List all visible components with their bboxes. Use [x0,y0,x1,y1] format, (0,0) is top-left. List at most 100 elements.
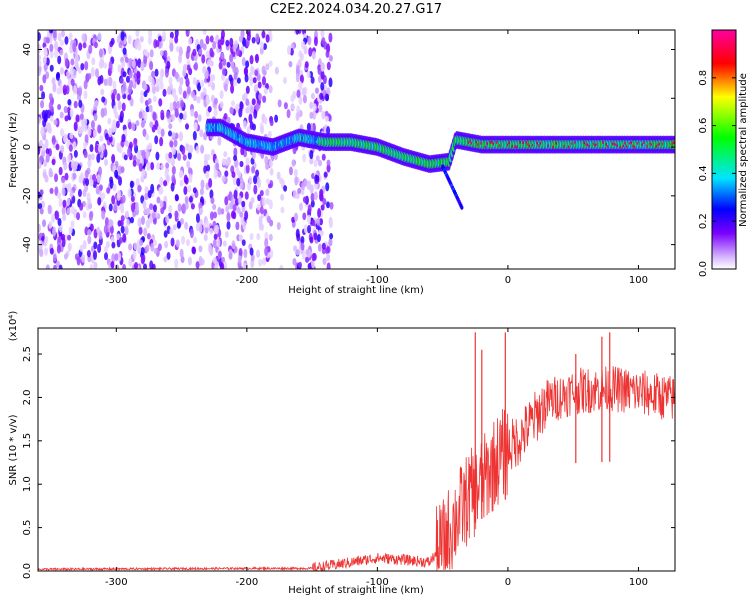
spectrogram-cell [82,141,87,149]
spectrogram-cell [128,257,133,267]
spectrogram-cell [147,190,152,199]
spectrogram-cell [120,215,125,222]
spectrogram-cell [103,62,108,69]
spectrogram-cell [261,257,266,266]
spectrogram-cell [268,159,273,168]
spectrogram-cell [306,214,311,225]
spectrogram-cell [318,104,323,113]
spectrogram-cell [162,30,167,40]
spectrogram-cell [87,229,92,237]
spectrogram-cell [312,103,317,112]
spectrogram-cell [163,180,168,187]
spectrogram-cell [152,95,157,103]
spectrogram-cell [143,90,148,98]
spectrogram-cell [245,106,250,114]
spectrogram-cell [195,213,200,224]
spectrogram-cell [145,244,150,253]
spectrogram-cell [309,111,314,119]
spectrogram-cell [58,197,63,208]
spectrogram-cell [83,118,88,126]
spectrogram-cell [298,81,303,91]
spectrogram-cell [174,210,179,219]
spectrogram-cell [264,231,269,241]
spectrogram-cell [38,116,42,125]
spectrogram-cell [231,240,236,250]
spectrogram-cell [295,64,300,75]
spectrogram-cell [306,122,311,132]
spectrogram-cell [232,65,237,74]
spectrogram-cell [147,98,152,105]
spectrogram-cell [311,50,316,60]
snr-y-tick-label: 0.5 [22,520,33,536]
spectrogram-cell [221,158,226,166]
spectrogram-cell [203,132,208,141]
spectrogram-cell [44,138,49,149]
spectrogram-cell [64,57,69,68]
spectrogram-cell [113,202,118,212]
spectrogram-cell [268,32,273,43]
spectrogram-cell [76,255,81,266]
spectrogram-cell [237,170,242,178]
spectrogram-cell [66,207,71,215]
spectrogram-cell [58,264,63,269]
spectrogram-cell [151,70,156,79]
spectrogram-cell [242,120,247,130]
spectrogram-cell [96,226,101,234]
spectrogram-cell [186,85,191,95]
spectrogram-cell [217,136,222,146]
spectrogram-cell [160,206,165,215]
spectrogram-cell [309,149,314,160]
spectrogram-cell [178,85,183,95]
spectrogram-cell [326,159,331,167]
spectrogram-y-tick-label: -20 [22,188,33,204]
spectrogram-cell [264,246,269,257]
spectrogram-cell [97,243,102,253]
spectrogram-cell [108,203,113,212]
spectrogram-cell [260,126,265,135]
spectrogram-cell [192,187,197,194]
spectrogram-cell [78,87,83,97]
spectrogram-cell [235,221,240,231]
spectrogram-cell [41,109,46,120]
spectrogram-cell [55,143,60,151]
spectrogram-cell [325,182,330,192]
spectrogram-cell [209,211,214,221]
spectrogram-cell [141,168,146,178]
spectrogram-cell [316,234,321,243]
spectrogram-cell [97,197,102,206]
spectrogram-cell [172,224,177,231]
spectrogram-cell [38,202,43,210]
spectrogram-cell [150,77,155,88]
spectrogram-cell [68,32,73,41]
spectrogram-cell [150,183,155,194]
spectrogram-cell [60,145,65,153]
spectrogram-cell [165,214,170,224]
spectrogram-cell [54,40,59,51]
spectrogram-cell [127,84,132,95]
spectrogram-cell [204,220,209,228]
spectrogram-cell [255,103,260,112]
spectrogram-cell [309,101,314,110]
spectrogram-cell [283,185,288,192]
spectrogram-cell [288,166,293,176]
spectrogram-cell [262,197,267,207]
spectrogram-cell [67,242,72,252]
spectrogram-cell [239,101,244,110]
spectrogram-cell [269,249,274,259]
spectrogram-cell [238,107,243,118]
spectrogram-cell [38,54,41,62]
spectrogram-cell [158,98,163,107]
spectrogram-cell [120,203,125,214]
spectrogram-cell [264,155,269,166]
spectrogram-cell [269,167,274,176]
spectrogram-cell [82,211,87,219]
spectrogram-cell [89,179,94,187]
spectrogram-cell [180,100,185,108]
spectrogram-cell [171,113,176,122]
spectrogram-cell [63,161,68,171]
spectrogram-cell [100,107,105,118]
spectrogram-cell [128,243,133,251]
spectrogram-cell [70,78,75,87]
spectrogram-cell [326,253,331,262]
spectrogram-cell [90,153,95,161]
